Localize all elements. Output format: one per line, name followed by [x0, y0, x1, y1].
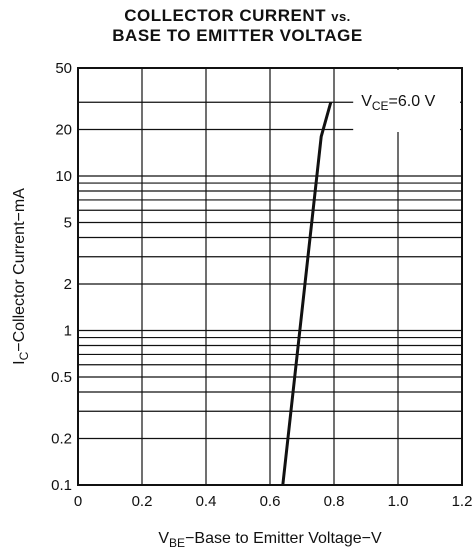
- title-text: COLLECTOR CURRENT: [124, 6, 326, 25]
- plot-frame: [77, 67, 463, 486]
- tick-labels: 0 0.2 0.4 0.6 0.8 1.0 1.2 0.1 0.2 0.5 1 2 5 10 20 50: [51, 60, 472, 510]
- annotation-box: VCE=6.0 V: [353, 70, 460, 132]
- y-tick-label: 0.1: [51, 477, 72, 494]
- x-tick-label: 1.2: [452, 493, 473, 510]
- y-tick-label: 10: [55, 168, 72, 185]
- chart-title-line-1: COLLECTOR CURRENT vs.: [0, 6, 475, 27]
- x-tick-label: 0: [74, 493, 82, 510]
- series-group: [281, 101, 333, 486]
- y-tick-label: 20: [55, 121, 72, 138]
- x-tick-label: 1.0: [388, 493, 409, 510]
- y-tick-label: 2: [64, 276, 72, 293]
- chart-title-line-2: BASE TO EMITTER VOLTAGE: [112, 26, 363, 45]
- annotation-box-bg: [353, 70, 460, 132]
- x-tick-label: 0.2: [132, 493, 153, 510]
- y-tick-label: 0.2: [51, 430, 72, 447]
- y-tick-label: 1: [64, 322, 72, 339]
- y-tick-label: 0.5: [51, 369, 72, 386]
- y-axis-label: IC−Collector Current−mA: [11, 188, 31, 365]
- x-tick-label: 0.4: [196, 493, 217, 510]
- x-axis-label: VBE−Base to Emitter Voltage−V: [158, 530, 382, 548]
- title-vs: vs.: [331, 9, 351, 24]
- x-tick-label: 0.6: [260, 493, 281, 510]
- data-series-line: [281, 101, 333, 486]
- y-tick-label: 5: [64, 215, 72, 232]
- y-tick-label: 50: [55, 60, 72, 77]
- x-tick-label: 0.8: [324, 493, 345, 510]
- annotation-text: VCE=6.0 V: [361, 93, 435, 113]
